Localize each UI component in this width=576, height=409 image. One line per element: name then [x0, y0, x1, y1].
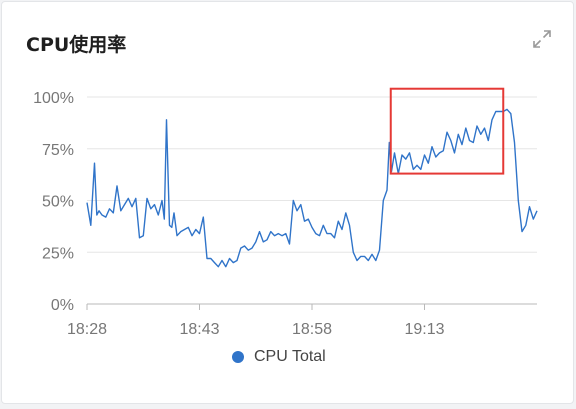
legend-swatch [232, 351, 244, 363]
x-tick-label: 18:28 [67, 321, 107, 338]
highlight-box [389, 87, 505, 175]
x-tick-label: 18:58 [292, 321, 332, 338]
cpu-total-series-line [86, 108, 538, 268]
expand-arrows-icon[interactable] [531, 28, 553, 50]
y-tick-label: 75% [42, 142, 74, 159]
legend-label: CPU Total [254, 348, 326, 365]
card-title: CPU使用率 [26, 34, 127, 56]
y-tick-label: 25% [42, 245, 74, 262]
y-tick-label: 0% [51, 297, 74, 314]
x-tick-label: 19:13 [404, 321, 444, 338]
y-tick-label: 50% [42, 194, 74, 211]
x-tick-label: 18:43 [179, 321, 219, 338]
y-tick-label: 100% [33, 90, 74, 107]
chart-legend[interactable]: CPU Total [232, 348, 326, 366]
